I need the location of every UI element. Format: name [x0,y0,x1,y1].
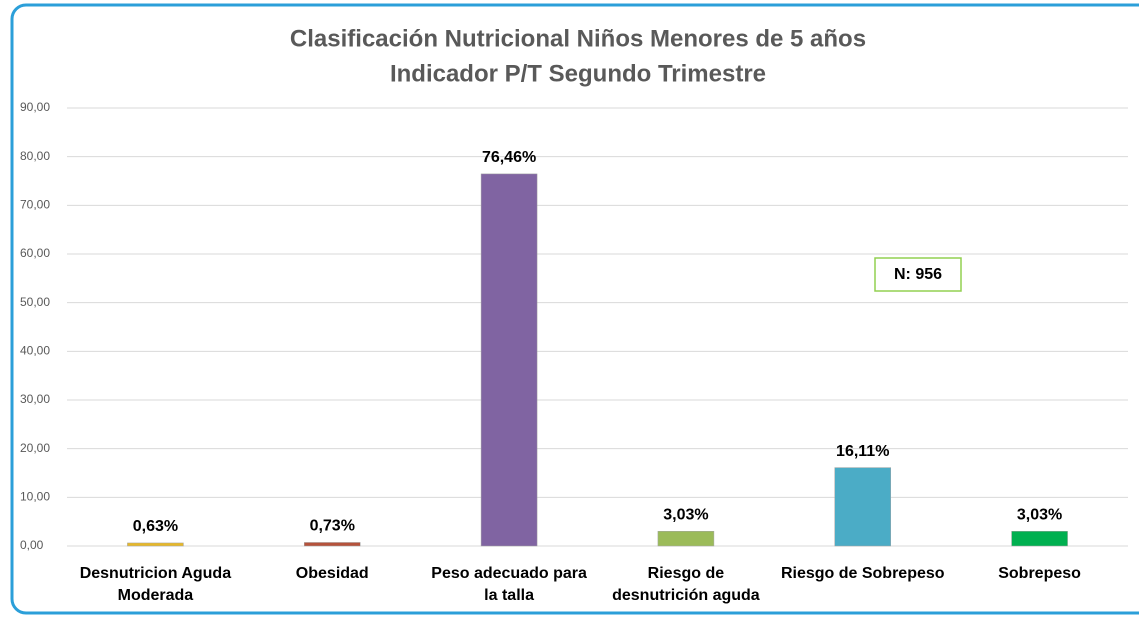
bar [480,173,538,547]
frame [10,3,1139,615]
y-tick-label: 10,00 [20,490,50,504]
data-label: 3,03% [1017,506,1062,523]
data-label: 0,63% [133,518,178,535]
x-tick-label: Peso adecuado para la talla [431,565,587,604]
bar [127,542,184,547]
x-tick-label: Desnutricion Aguda Moderada [79,565,232,604]
y-tick-label: 60,00 [20,246,50,260]
y-tick-label: 70,00 [20,198,50,212]
y-tick-label: 90,00 [20,100,50,114]
x-tick-label: Obesidad [295,565,369,582]
y-tick-label: 30,00 [20,392,50,406]
y-tick-label: 0,00 [20,538,44,552]
x-tick-label: Riesgo de Sobrepeso [780,565,945,582]
x-tick-label: Riesgo de desnutrición aguda [612,565,760,604]
x-tick-label: Sobrepeso [998,565,1081,582]
bar [657,531,715,547]
bar [1011,531,1068,547]
chart-subtitle: Indicador P/T Segundo Trimestre [390,60,766,87]
annotation-box [874,257,962,292]
y-tick-label: 20,00 [20,441,50,455]
data-label: 16,11% [836,443,889,460]
annotation: N: 956 [894,266,942,283]
y-tick-label: 50,00 [20,295,50,309]
data-label: 0,73% [310,518,355,535]
bar [834,467,891,547]
y-tick-label: 40,00 [20,344,50,358]
bar [304,542,361,547]
y-tick-label: 80,00 [20,149,50,163]
chart-title: Clasificación Nutricional Niños Menores … [290,25,866,52]
data-label: 76,46% [482,149,536,166]
data-label: 3,03% [663,506,708,523]
